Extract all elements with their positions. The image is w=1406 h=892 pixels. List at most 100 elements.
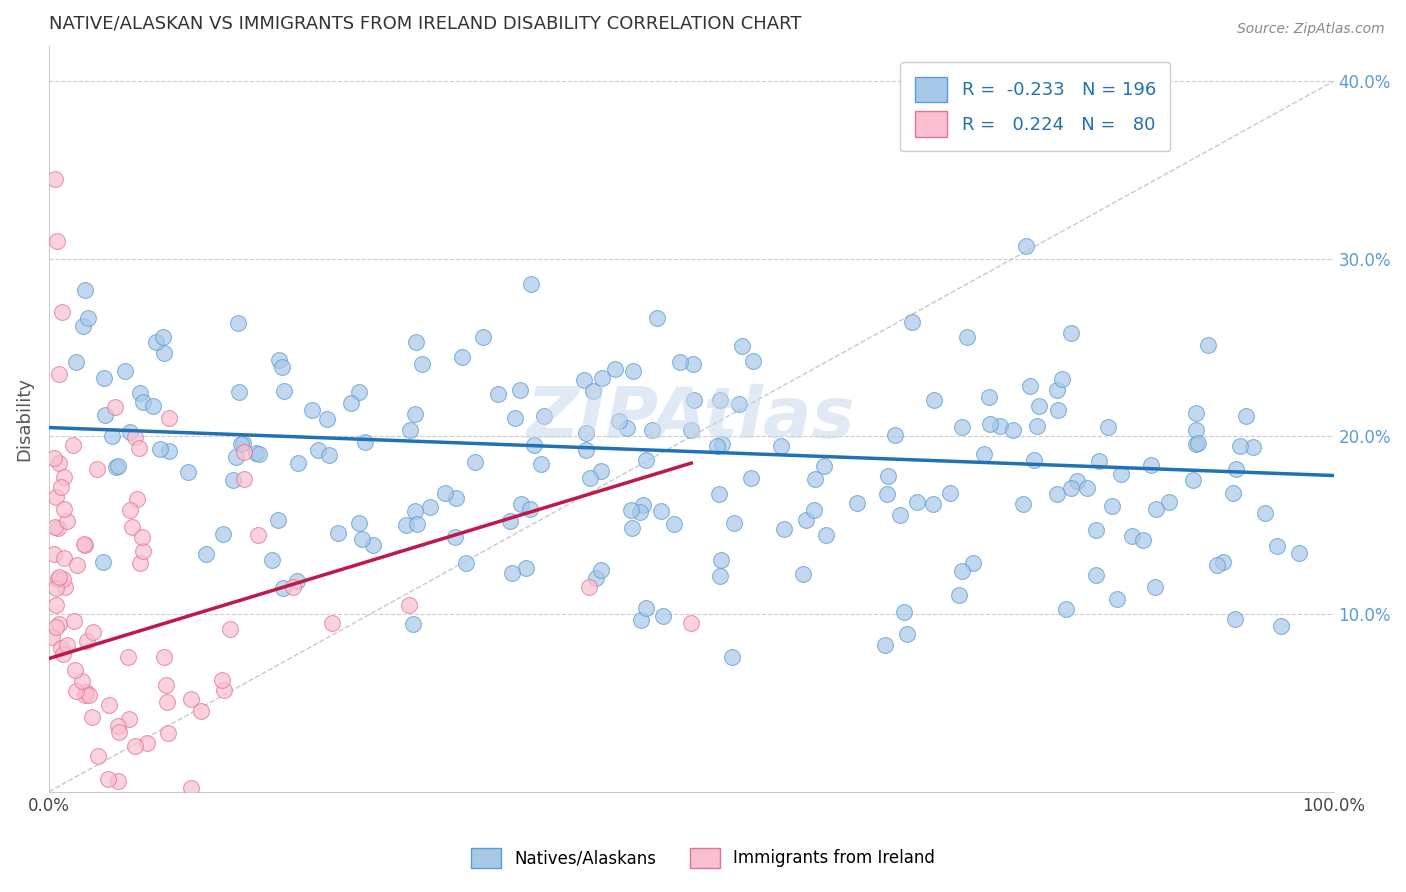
Point bbox=[1019, 379, 1042, 393]
Point bbox=[1054, 602, 1077, 616]
Point bbox=[41, 630, 63, 644]
Point bbox=[103, 400, 125, 414]
Point bbox=[616, 420, 638, 434]
Point bbox=[131, 530, 153, 544]
Point bbox=[792, 566, 814, 581]
Point bbox=[44, 172, 66, 186]
Point bbox=[669, 355, 692, 369]
Point bbox=[65, 355, 87, 369]
Point bbox=[73, 537, 96, 551]
Point bbox=[1046, 486, 1069, 500]
Point bbox=[51, 479, 73, 493]
Point bbox=[876, 469, 898, 483]
Point bbox=[1265, 539, 1288, 553]
Point bbox=[307, 443, 329, 458]
Point bbox=[634, 600, 657, 615]
Point bbox=[45, 598, 67, 612]
Point bbox=[53, 580, 76, 594]
Point bbox=[218, 622, 240, 636]
Point bbox=[398, 423, 420, 437]
Point bbox=[52, 572, 75, 586]
Point bbox=[353, 435, 375, 450]
Point bbox=[44, 620, 66, 634]
Point bbox=[271, 581, 294, 595]
Point bbox=[124, 430, 146, 444]
Point bbox=[509, 497, 531, 511]
Point bbox=[86, 462, 108, 476]
Point bbox=[1254, 506, 1277, 520]
Point bbox=[1088, 454, 1111, 468]
Point bbox=[105, 459, 128, 474]
Point bbox=[180, 691, 202, 706]
Point bbox=[318, 448, 340, 462]
Point bbox=[226, 316, 249, 330]
Point bbox=[1241, 440, 1264, 454]
Point bbox=[501, 566, 523, 581]
Point bbox=[48, 520, 70, 534]
Point bbox=[950, 419, 973, 434]
Legend: Natives/Alaskans, Immigrants from Ireland: Natives/Alaskans, Immigrants from Irelan… bbox=[464, 841, 942, 875]
Point bbox=[977, 390, 1000, 404]
Point bbox=[62, 438, 84, 452]
Point bbox=[128, 441, 150, 455]
Point bbox=[464, 455, 486, 469]
Point bbox=[650, 504, 672, 518]
Point bbox=[1025, 418, 1047, 433]
Point bbox=[1097, 420, 1119, 434]
Point bbox=[572, 373, 595, 387]
Point bbox=[65, 683, 87, 698]
Point bbox=[962, 556, 984, 570]
Point bbox=[228, 384, 250, 399]
Point bbox=[149, 442, 172, 457]
Point bbox=[723, 516, 745, 531]
Point bbox=[136, 736, 159, 750]
Point bbox=[262, 552, 284, 566]
Point bbox=[1121, 529, 1143, 543]
Point bbox=[883, 427, 905, 442]
Point bbox=[652, 609, 675, 624]
Point bbox=[520, 277, 543, 291]
Point bbox=[347, 516, 370, 531]
Point bbox=[1084, 568, 1107, 582]
Point bbox=[66, 558, 89, 572]
Point bbox=[1206, 558, 1229, 573]
Point bbox=[48, 368, 70, 382]
Point bbox=[813, 459, 835, 474]
Point bbox=[950, 564, 973, 578]
Point bbox=[107, 719, 129, 733]
Legend: R =  -0.233   N = 196, R =   0.224   N =   80: R = -0.233 N = 196, R = 0.224 N = 80 bbox=[900, 62, 1170, 151]
Point bbox=[155, 678, 177, 692]
Point bbox=[727, 397, 749, 411]
Text: NATIVE/ALASKAN VS IMMIGRANTS FROM IRELAND DISABILITY CORRELATION CHART: NATIVE/ALASKAN VS IMMIGRANTS FROM IRELAN… bbox=[49, 15, 801, 33]
Point bbox=[605, 362, 627, 376]
Point bbox=[509, 383, 531, 397]
Point bbox=[1185, 423, 1208, 437]
Point bbox=[62, 614, 84, 628]
Point bbox=[87, 749, 110, 764]
Point bbox=[1229, 439, 1251, 453]
Point bbox=[875, 638, 897, 652]
Point bbox=[52, 502, 75, 516]
Point bbox=[1050, 372, 1073, 386]
Point bbox=[48, 457, 70, 471]
Point bbox=[121, 520, 143, 534]
Point bbox=[285, 574, 308, 589]
Point bbox=[287, 457, 309, 471]
Point bbox=[707, 487, 730, 501]
Point bbox=[444, 491, 467, 506]
Point bbox=[444, 530, 467, 544]
Point bbox=[938, 486, 960, 500]
Point bbox=[107, 773, 129, 788]
Point bbox=[1109, 467, 1132, 481]
Point bbox=[1024, 453, 1046, 467]
Point bbox=[988, 419, 1011, 434]
Point bbox=[1060, 326, 1083, 340]
Point bbox=[803, 503, 825, 517]
Point bbox=[361, 538, 384, 552]
Point bbox=[740, 471, 762, 485]
Point bbox=[1222, 486, 1244, 500]
Point bbox=[45, 234, 67, 248]
Point bbox=[402, 617, 425, 632]
Point bbox=[232, 435, 254, 450]
Point bbox=[682, 357, 704, 371]
